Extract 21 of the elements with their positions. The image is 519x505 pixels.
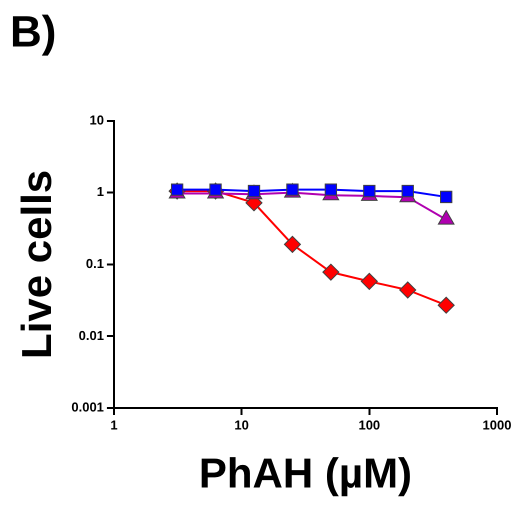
y-tick-label: 0.1 — [86, 256, 104, 271]
x-tick-label: 1 — [110, 417, 118, 432]
y-tick-label: 10 — [89, 112, 104, 128]
chart-title: B) — [10, 8, 56, 57]
point — [284, 236, 301, 253]
x-axis-title: PhAH (µM) — [198, 449, 412, 496]
point — [322, 264, 340, 281]
y-tick-label: 0.001 — [71, 400, 104, 415]
point — [360, 272, 378, 290]
y-tick-label: 0.01 — [78, 328, 104, 343]
point — [440, 190, 452, 204]
point — [399, 282, 416, 298]
point — [402, 184, 414, 198]
point — [438, 296, 455, 314]
y-tick-label: 1 — [96, 184, 104, 200]
y-axis-title: Live cells — [12, 170, 60, 359]
x-tick-label: 1000 — [482, 417, 512, 432]
x-tick-label: 100 — [358, 417, 380, 432]
point — [324, 183, 338, 196]
point — [363, 184, 376, 198]
x-tick-label: 10 — [234, 417, 249, 432]
